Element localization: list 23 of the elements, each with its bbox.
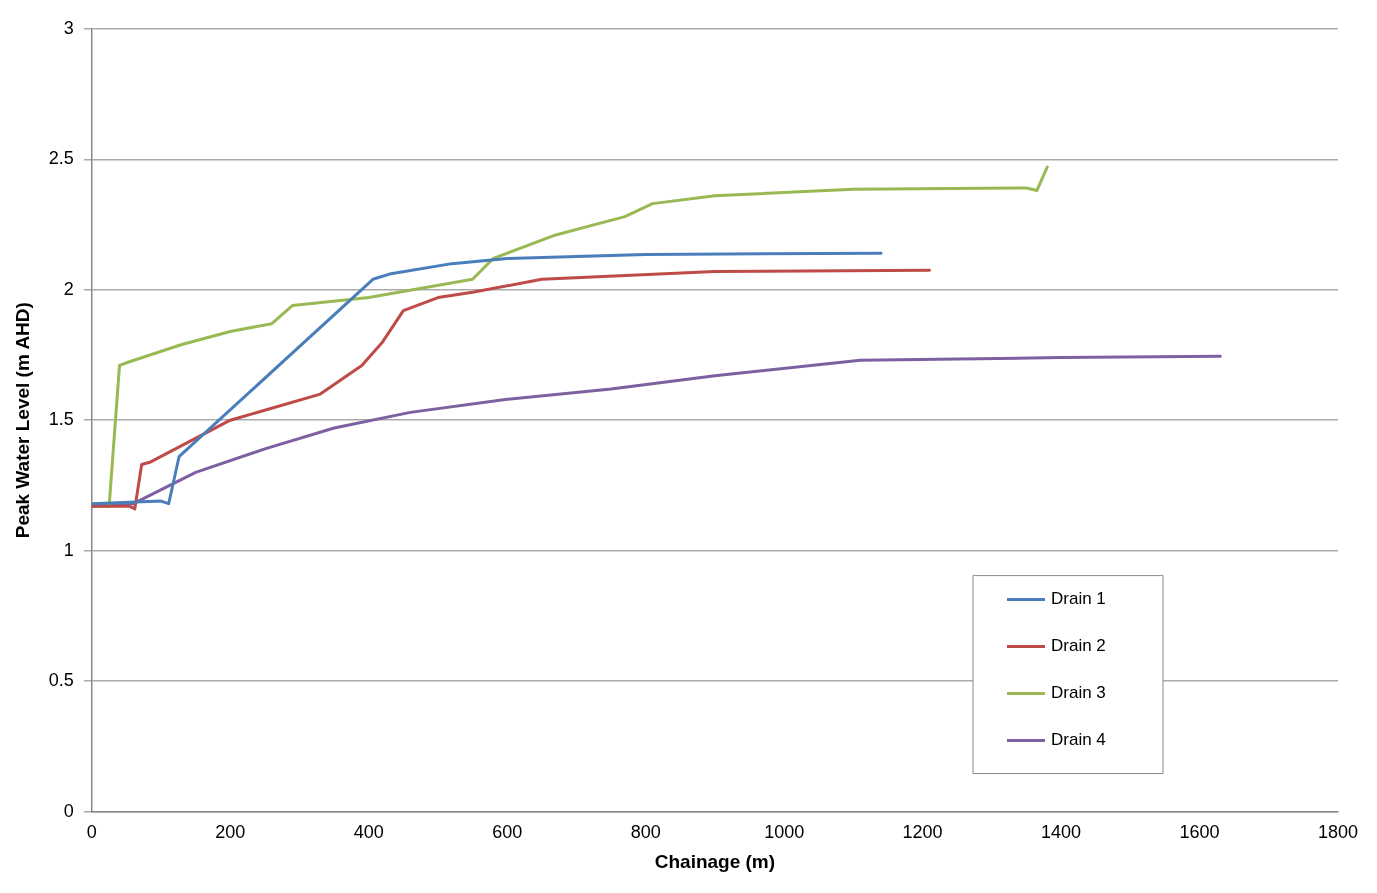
y-tick-label: 1 (63, 539, 74, 560)
x-tick-label: 1400 (1041, 822, 1082, 843)
legend-label: Drain 1 (1051, 589, 1106, 609)
x-tick-label: 600 (492, 822, 523, 843)
y-tick-label: 3 (63, 17, 74, 38)
legend-label: Drain 2 (1051, 636, 1106, 656)
x-axis-title: Chainage (m) (654, 850, 776, 872)
x-tick-label: 1800 (1317, 822, 1359, 843)
y-tick-label: 0 (63, 800, 74, 821)
x-tick-label: 1000 (764, 822, 805, 843)
y-axis-title: Peak Water Level (m AHD) (11, 302, 33, 539)
legend-label: Drain 4 (1051, 730, 1106, 750)
x-tick-label: 1600 (1179, 822, 1220, 843)
legend-label: Drain 3 (1051, 683, 1106, 703)
y-tick-label: 0.5 (48, 670, 74, 691)
y-tick-label: 2 (63, 278, 74, 299)
y-tick-label: 2.5 (48, 148, 74, 169)
y-tick-label: 1.5 (48, 409, 74, 430)
x-tick-label: 400 (353, 822, 384, 843)
x-tick-label: 1200 (902, 822, 943, 843)
x-tick-label: 200 (215, 822, 246, 843)
x-tick-label: 0 (86, 822, 97, 843)
x-tick-label: 800 (630, 822, 661, 843)
